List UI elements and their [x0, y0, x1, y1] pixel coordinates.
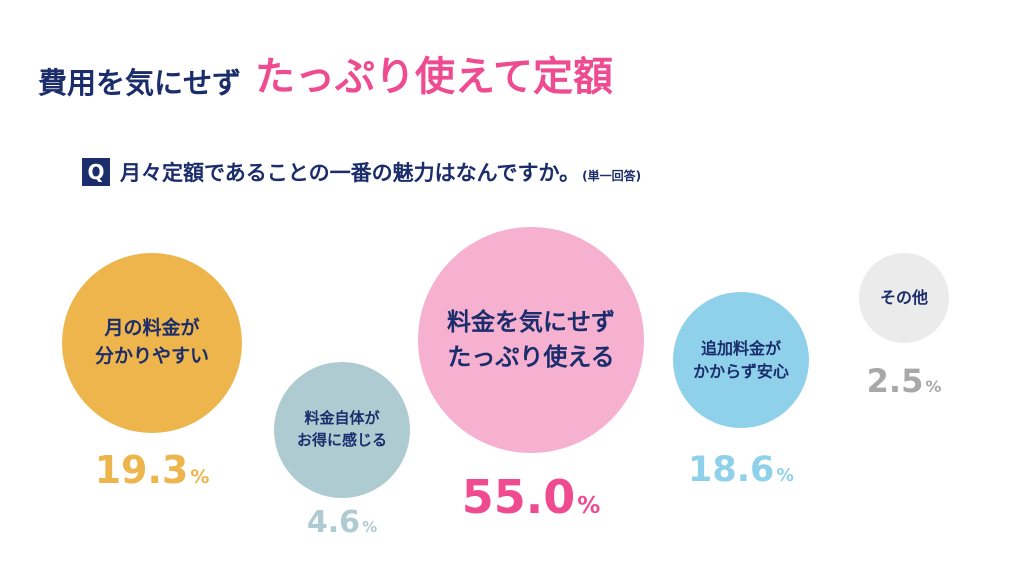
bubble-label: 月の料金が分かりやすい — [95, 315, 209, 370]
bubble-label-line: 料金自体が — [304, 409, 380, 428]
percent-sign: % — [925, 377, 942, 396]
bubble-label-line: その他 — [879, 288, 928, 308]
percent-sign: % — [577, 493, 601, 519]
bubble-label: 料金自体がお得に感じる — [297, 408, 387, 452]
value-label: 19.3% — [95, 448, 210, 492]
percent-sign: % — [362, 518, 378, 536]
bubble-label-line: 分かりやすい — [94, 345, 209, 367]
question: Q 月々定額であることの一番の魅力はなんですか。 (単一回答) — [82, 157, 641, 187]
q-badge: Q — [82, 158, 110, 186]
value-label: 55.0% — [462, 470, 601, 524]
page-title: 費用を気にせず たっぷり使えて定額 — [38, 44, 615, 102]
value-number: 4.6 — [306, 505, 361, 540]
value-number: 19.3 — [94, 448, 189, 492]
bubble-3: 追加料金がかからず安心 — [673, 292, 809, 428]
bubble-label-line: 追加料金が — [700, 338, 781, 358]
bubble-label: 追加料金がかからず安心 — [693, 337, 789, 383]
bubble-1: 料金自体がお得に感じる — [274, 362, 410, 498]
bubble-0: 月の料金が分かりやすい — [62, 253, 242, 433]
title-lead: 費用を気にせず — [38, 66, 242, 100]
value-number: 55.0 — [461, 470, 576, 524]
value-number: 18.6 — [688, 450, 775, 490]
question-note: (単一回答) — [582, 168, 642, 183]
title-highlight: たっぷり使えて定額 — [255, 54, 614, 100]
bubble-label: 料金を気にせず たっぷり使える — [447, 305, 615, 375]
bubble-label-line: 料金を気にせず — [447, 308, 615, 337]
bubble-label-line: たっぷり使える — [447, 343, 615, 371]
bubble-label-line: 月の料金が — [104, 317, 200, 340]
bubble-label: その他 — [880, 286, 928, 309]
percent-sign: % — [776, 466, 794, 486]
percent-sign: % — [190, 466, 210, 488]
bubble-2: 料金を気にせず たっぷり使える — [418, 227, 644, 453]
question-text: 月々定額であることの一番の魅力はなんですか。 — [120, 161, 581, 185]
bubble-4: その他 — [859, 253, 949, 343]
bubble-label-line: お得に感じる — [296, 431, 387, 449]
value-label: 18.6% — [688, 450, 794, 490]
value-number: 2.5 — [866, 362, 924, 400]
bubble-label-line: かからず安心 — [693, 362, 789, 381]
value-label: 4.6% — [307, 505, 377, 540]
value-label: 2.5% — [867, 362, 942, 400]
